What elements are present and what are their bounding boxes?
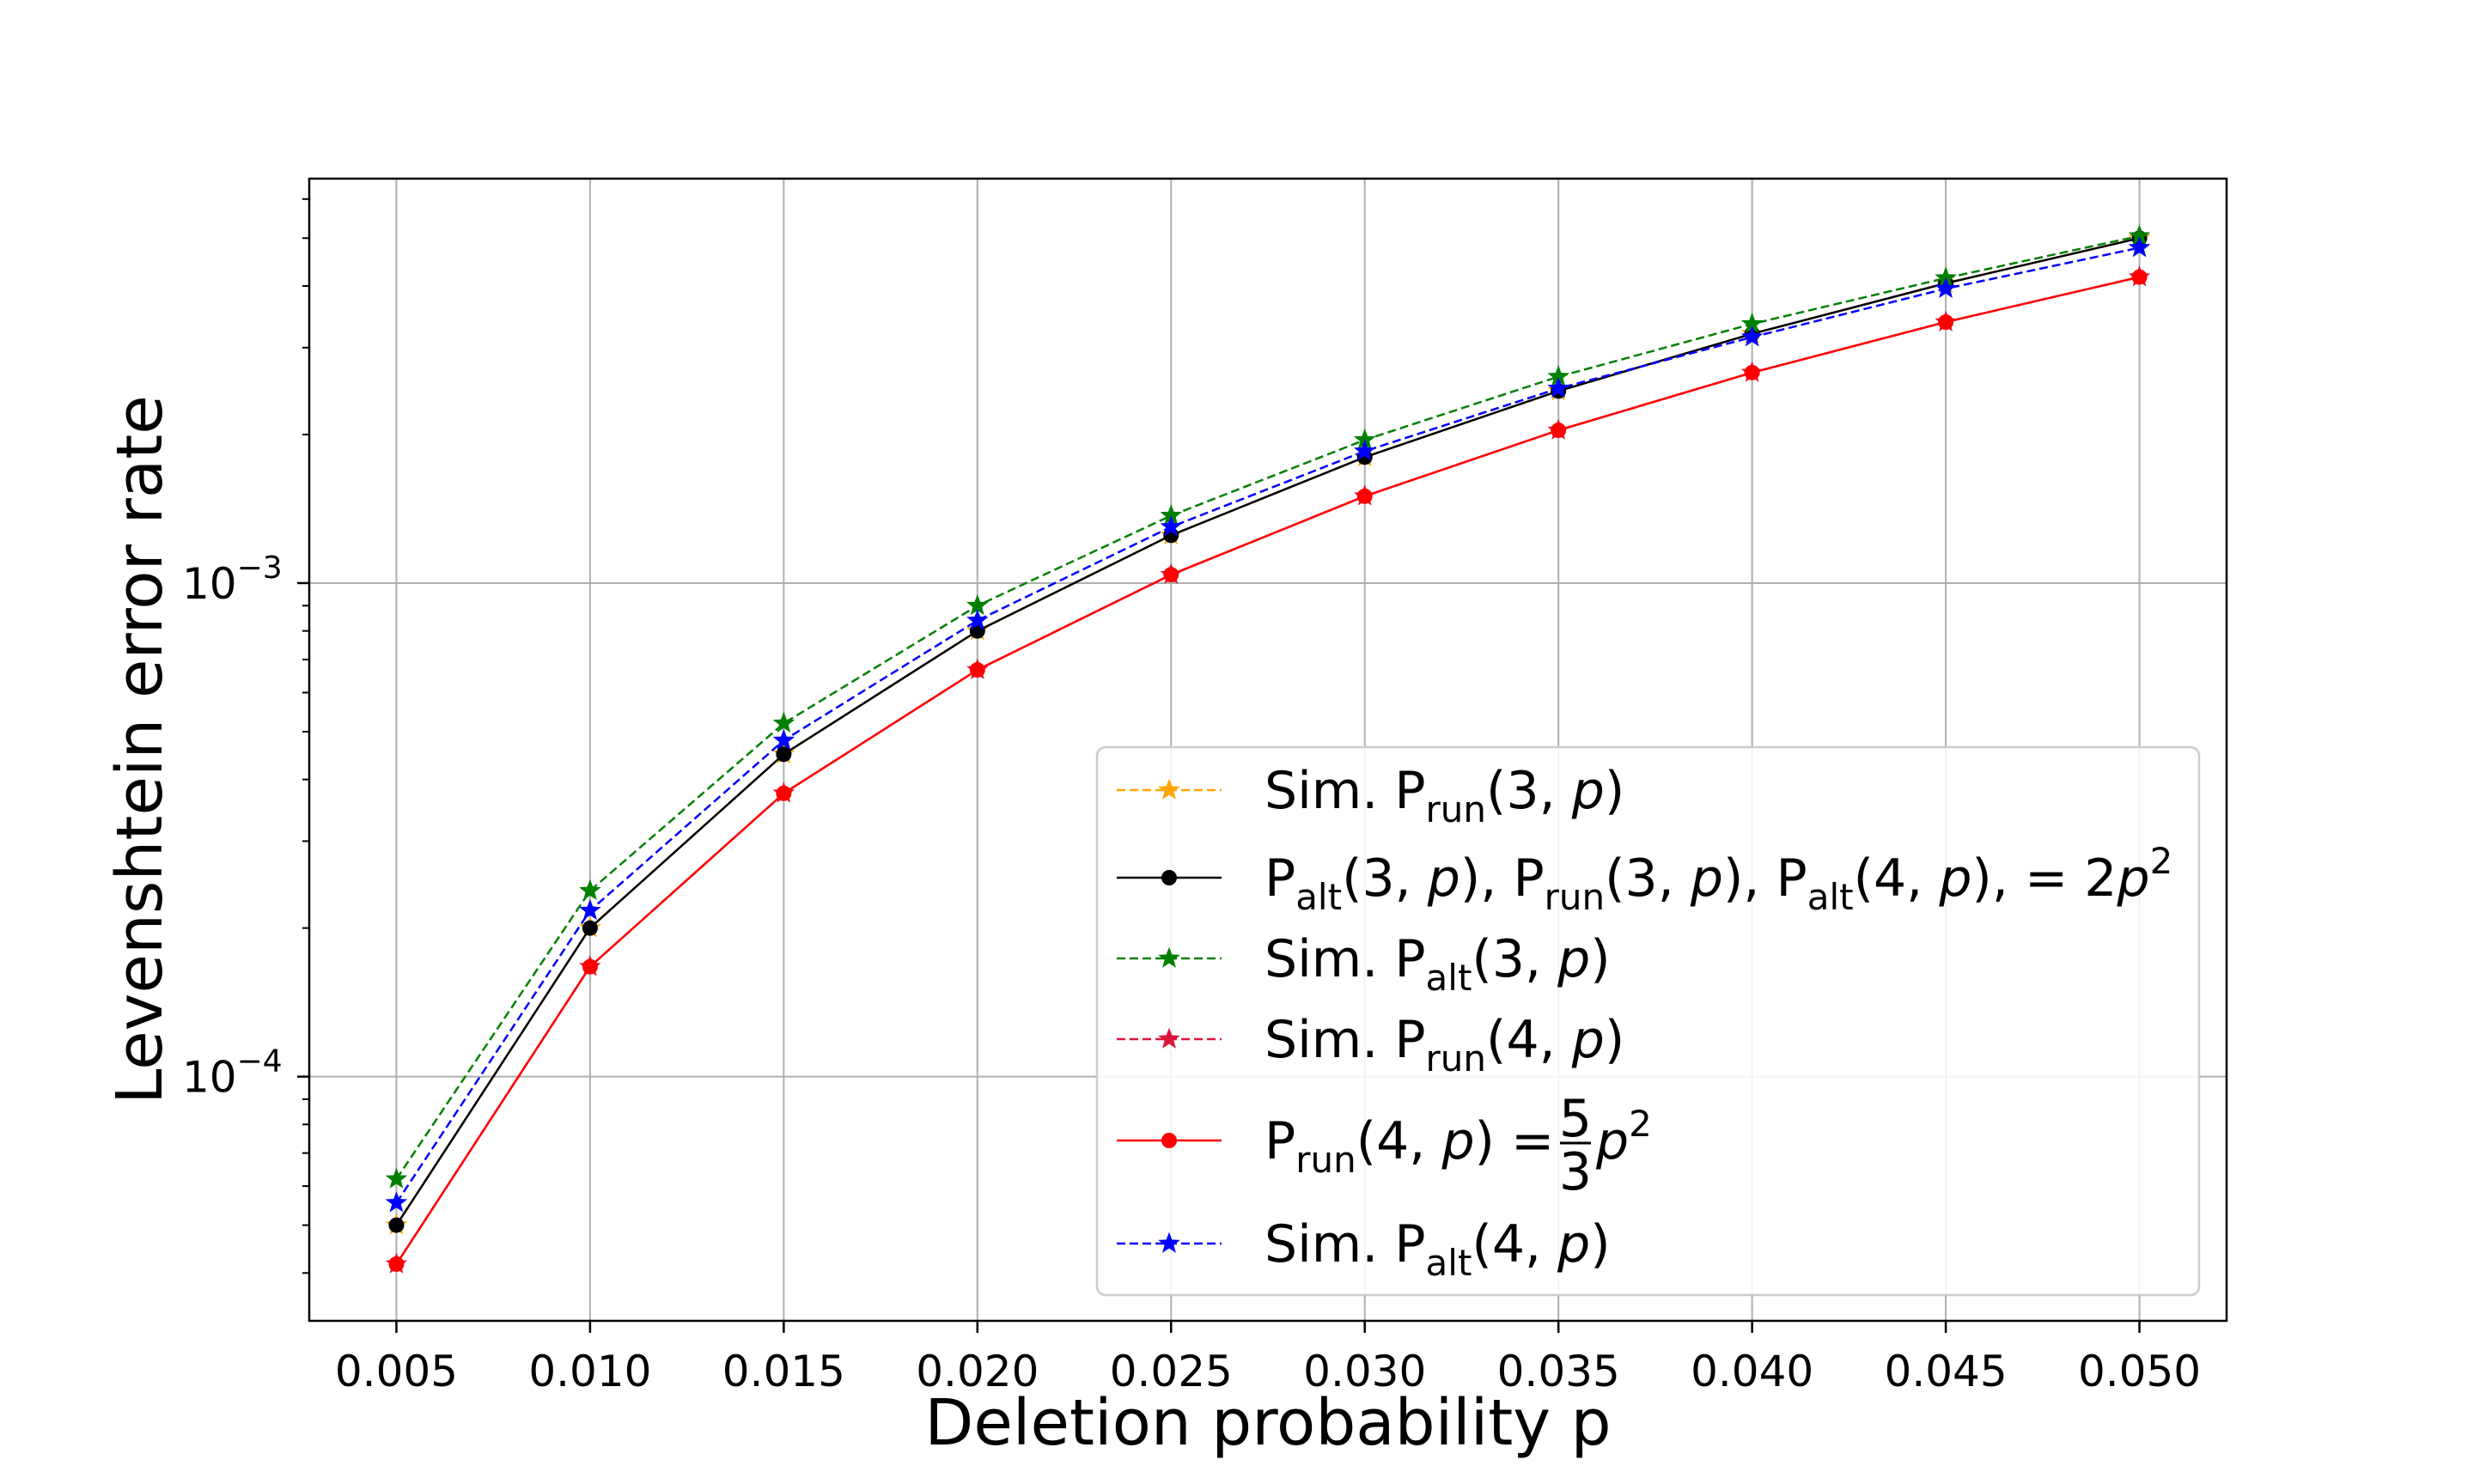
x-axis-title: Deletion probability p — [924, 1386, 1611, 1460]
legend-label-sim_prun3: Sim. Prun(3, p) — [1264, 761, 1624, 830]
data-point-sim_palt4 — [385, 1191, 408, 1213]
x-tick-label: 0.050 — [2078, 1347, 2201, 1396]
data-point-theory_prun4 — [969, 662, 985, 678]
x-tick-label: 0.005 — [335, 1347, 458, 1396]
x-tick-label: 0.045 — [1885, 1347, 2008, 1396]
x-tick-label: 0.025 — [1110, 1347, 1233, 1396]
x-tick-label: 0.020 — [916, 1347, 1039, 1396]
data-point-sim_palt4 — [1740, 325, 1764, 347]
data-point-theory_prun4 — [776, 785, 792, 801]
legend-marker-theory_k3 — [1161, 870, 1177, 885]
x-tick-label: 0.035 — [1497, 1347, 1620, 1396]
series-sim_palt4 — [385, 236, 2151, 1213]
legend-label-sim_prun4: Sim. Prun(4, p) — [1264, 1010, 1624, 1080]
y-ticks: 10−4 10−3 — [182, 198, 309, 1274]
data-point-sim_palt4 — [772, 728, 795, 751]
data-point-theory_prun4 — [1356, 488, 1373, 504]
data-point-theory_prun4 — [388, 1256, 405, 1272]
data-point-sim_palt3 — [579, 879, 601, 901]
x-tick-label: 0.030 — [1303, 1347, 1426, 1396]
series-line-sim_palt4 — [395, 246, 2140, 1204]
legend-marker-theory_prun4 — [1161, 1133, 1177, 1148]
series-line-theory_prun4 — [395, 276, 2140, 1265]
x-tick-label: 0.015 — [722, 1347, 845, 1396]
y-tick-label: 10−3 — [182, 550, 283, 609]
data-point-theory_prun4 — [1938, 314, 1954, 331]
legend-label-sim_palt3: Sim. Palt(3, p) — [1264, 929, 1611, 999]
data-point-sim_palt4 — [1935, 277, 1957, 298]
data-point-theory_prun4 — [582, 958, 598, 975]
data-point-sim_palt4 — [2128, 236, 2151, 258]
legend-marker-sim_palt4 — [1158, 1232, 1180, 1253]
x-ticks: 0.005 0.010 0.015 0.020 0.025 0.030 0.035 0.040… — [335, 1321, 2201, 1396]
x-tick-label: 0.010 — [528, 1347, 651, 1396]
y-tick-label: 10−4 — [182, 1044, 283, 1103]
legend-frame — [1095, 745, 2201, 1297]
legend: Sim. Prun(3, p) Palt(3, p), Prun(3, p), P… — [1095, 745, 2201, 1297]
legend-fraction-denominator: 3 — [1559, 1142, 1592, 1202]
legend-marker-sim_prun3 — [1158, 778, 1180, 800]
data-point-theory_prun4 — [2131, 269, 2148, 285]
data-point-sim_palt4 — [579, 898, 601, 921]
data-point-theory_prun4 — [1163, 567, 1179, 583]
legend-label-sim_palt4: Sim. Palt(4, p) — [1264, 1214, 1611, 1284]
data-point-theory_prun4 — [1551, 423, 1567, 439]
data-point-sim_palt4 — [1547, 376, 1569, 398]
x-tick-label: 0.040 — [1691, 1347, 1813, 1396]
y-axis-title: Levenshtein error rate — [103, 395, 177, 1104]
legend-fraction-numerator: 5 — [1559, 1089, 1592, 1149]
data-point-sim_palt4 — [1353, 439, 1376, 461]
legend-label-tail: p2 — [1595, 1103, 1652, 1171]
legend-label-theory_prun4: Prun(4, p) = — [1264, 1111, 1554, 1181]
data-point-theory_prun4 — [1744, 364, 1760, 380]
series-layer — [385, 224, 2151, 1274]
data-point-sim_palt3 — [385, 1167, 408, 1189]
data-point-sim_palt4 — [1160, 515, 1183, 537]
data-point-sim_palt4 — [966, 609, 989, 630]
legend-marker-sim_palt3 — [1158, 946, 1180, 968]
series-line-sim_palt3 — [395, 234, 2140, 1180]
series-theory_prun4 — [388, 269, 2148, 1272]
series-line-theory_k3 — [395, 237, 2140, 1226]
legend-marker-sim_prun4 — [1158, 1027, 1180, 1049]
data-point-sim_palt3 — [772, 711, 795, 733]
legend-label-theory_k3: Palt(3, p), Prun(3, p), Palt(4, p), = 2p… — [1264, 840, 2172, 918]
plot-frame — [308, 177, 2228, 1323]
data-point-theory_k3 — [776, 746, 792, 763]
data-point-theory_k3 — [388, 1217, 405, 1233]
data-point-theory_k3 — [582, 920, 598, 936]
